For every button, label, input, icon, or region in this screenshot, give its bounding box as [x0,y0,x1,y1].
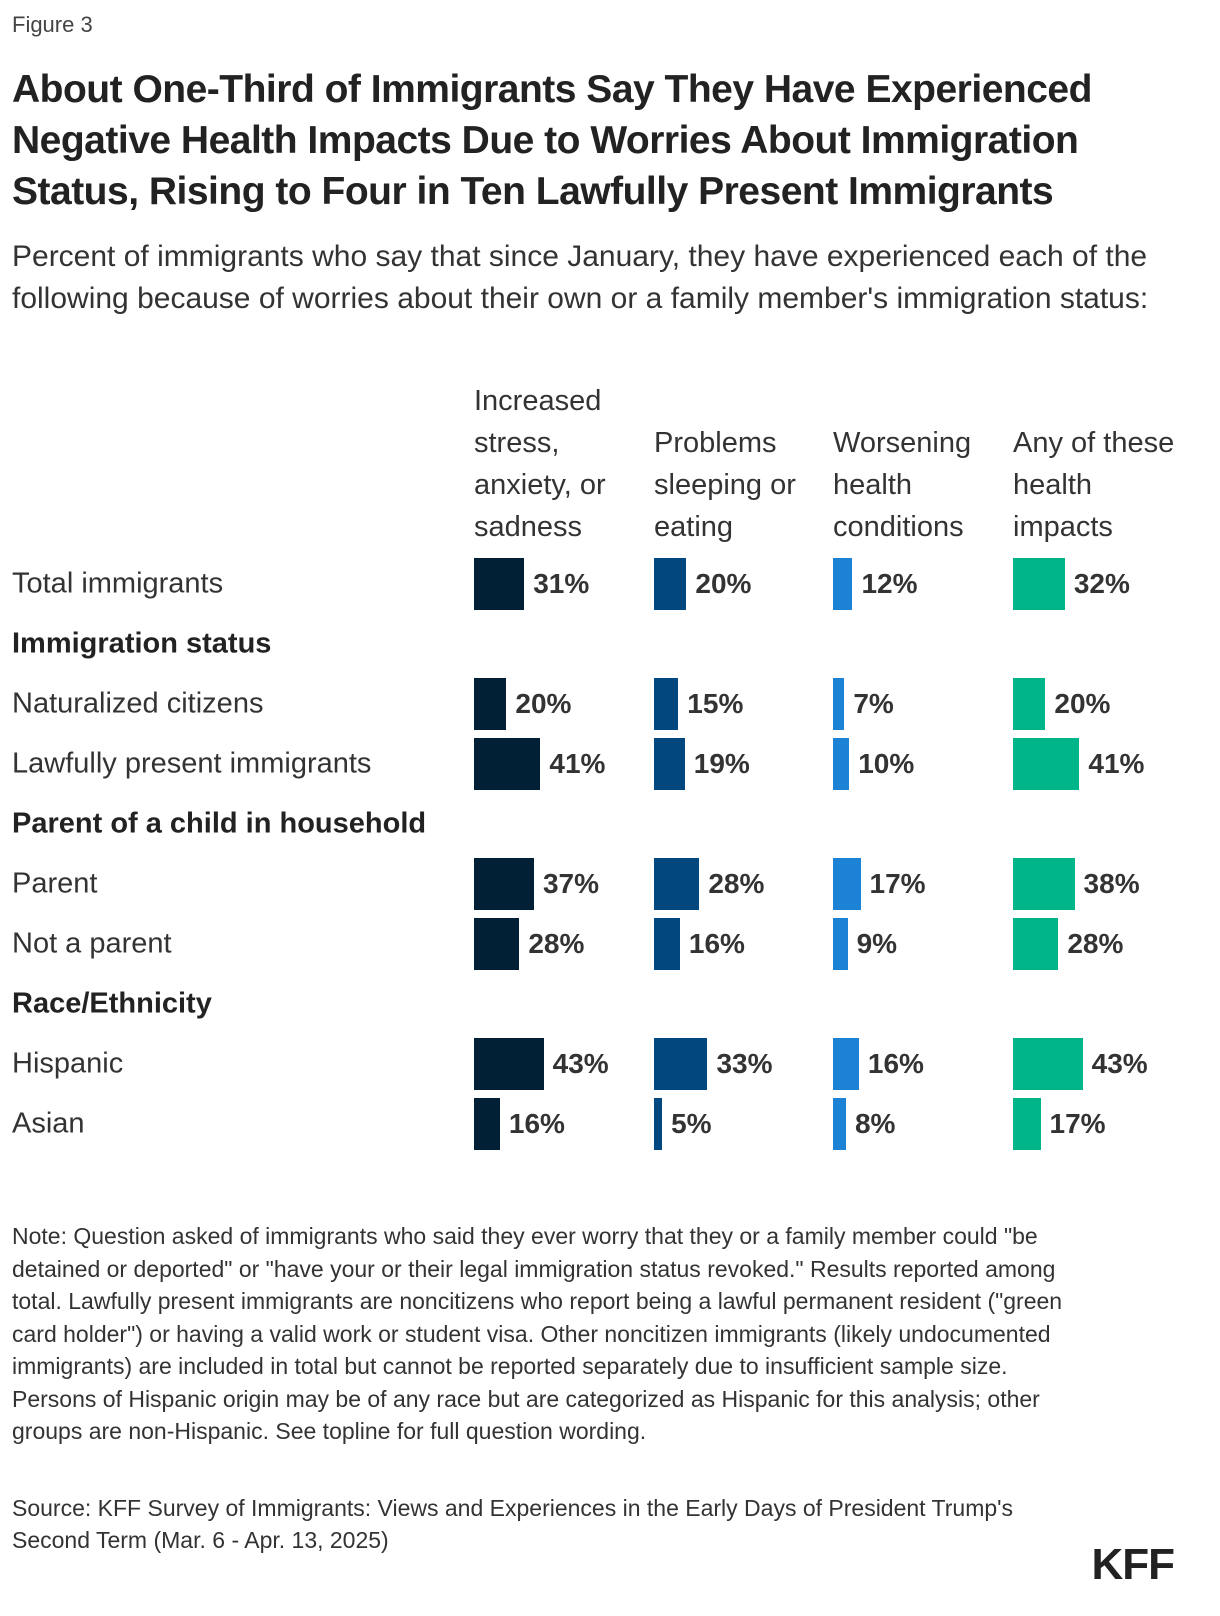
bar [1013,858,1075,910]
bar [833,558,853,610]
data-label: 43% [552,1048,609,1079]
data-label: 20% [515,688,572,719]
data-label: 9% [856,928,898,959]
column-header: Problems sleeping or eating [654,427,796,543]
column-header: Worsening health conditions [833,427,972,543]
data-label: 37% [542,868,599,899]
column-header: Increased stress, anxiety, or sadness [474,385,606,543]
data-label: 16% [688,928,745,959]
bar [654,738,685,790]
data-label: 16% [508,1108,565,1139]
data-label: 17% [1049,1108,1106,1139]
data-label: 41% [1088,748,1145,779]
bar [474,678,507,730]
bar [1013,738,1080,790]
data-label: 10% [858,748,915,779]
bar [833,858,861,910]
bar [1013,1038,1083,1090]
data-label: 43% [1091,1048,1148,1079]
bar [833,678,845,730]
data-label: 8% [854,1108,896,1139]
data-label: 20% [1054,688,1111,719]
data-label: 12% [861,568,918,599]
bar [1013,1098,1041,1150]
data-label: 32% [1073,568,1130,599]
data-label: 20% [695,568,752,599]
chart-note: Note: Question asked of immigrants who s… [12,1223,1063,1444]
row-label: Total immigrants [12,567,224,600]
kff-logo: KFF [1091,1540,1175,1589]
data-label: 41% [549,748,606,779]
group-label: Race/Ethnicity [12,987,212,1020]
bar [474,858,534,910]
bar [1013,678,1046,730]
chart-subtitle: Percent of immigrants who say that since… [12,240,1149,315]
row-label: Parent [12,867,98,900]
bar [474,738,541,790]
data-label: 28% [1067,928,1124,959]
bar [833,738,850,790]
data-label: 38% [1083,868,1140,899]
bar [833,1038,859,1090]
chart-title: About One-Third of Immigrants Say They H… [12,68,1092,213]
data-label: 5% [671,1108,712,1139]
bar [474,1038,544,1090]
row-label: Not a parent [12,927,172,960]
bar [654,858,700,910]
bar [654,558,687,610]
data-label: 31% [533,568,590,599]
column-header: Any of these health impacts [1013,427,1175,543]
bar [474,1098,500,1150]
row-label: Hispanic [12,1047,124,1080]
bar [474,558,525,610]
bar [1013,558,1065,610]
data-label: 16% [867,1048,924,1079]
bar [654,918,680,970]
bar [654,1038,708,1090]
row-label: Asian [12,1107,85,1140]
figure-label: Figure 3 [12,12,93,37]
row-label: Naturalized citizens [12,687,264,720]
data-label: 33% [716,1048,773,1079]
data-label: 7% [853,688,894,719]
bar [474,918,520,970]
group-label: Immigration status [12,627,272,660]
bar [654,1098,663,1150]
group-label: Parent of a child in household [12,807,427,840]
data-label: 28% [708,868,765,899]
data-label: 28% [528,928,585,959]
chart-source: Source: KFF Survey of Immigrants: Views … [12,1495,1014,1553]
bar [833,1098,846,1150]
data-label: 15% [687,688,744,719]
bar [654,678,679,730]
bar [1013,918,1059,970]
bar [833,918,848,970]
data-label: 19% [693,748,750,779]
row-label: Lawfully present immigrants [12,747,372,780]
data-label: 17% [869,868,926,899]
